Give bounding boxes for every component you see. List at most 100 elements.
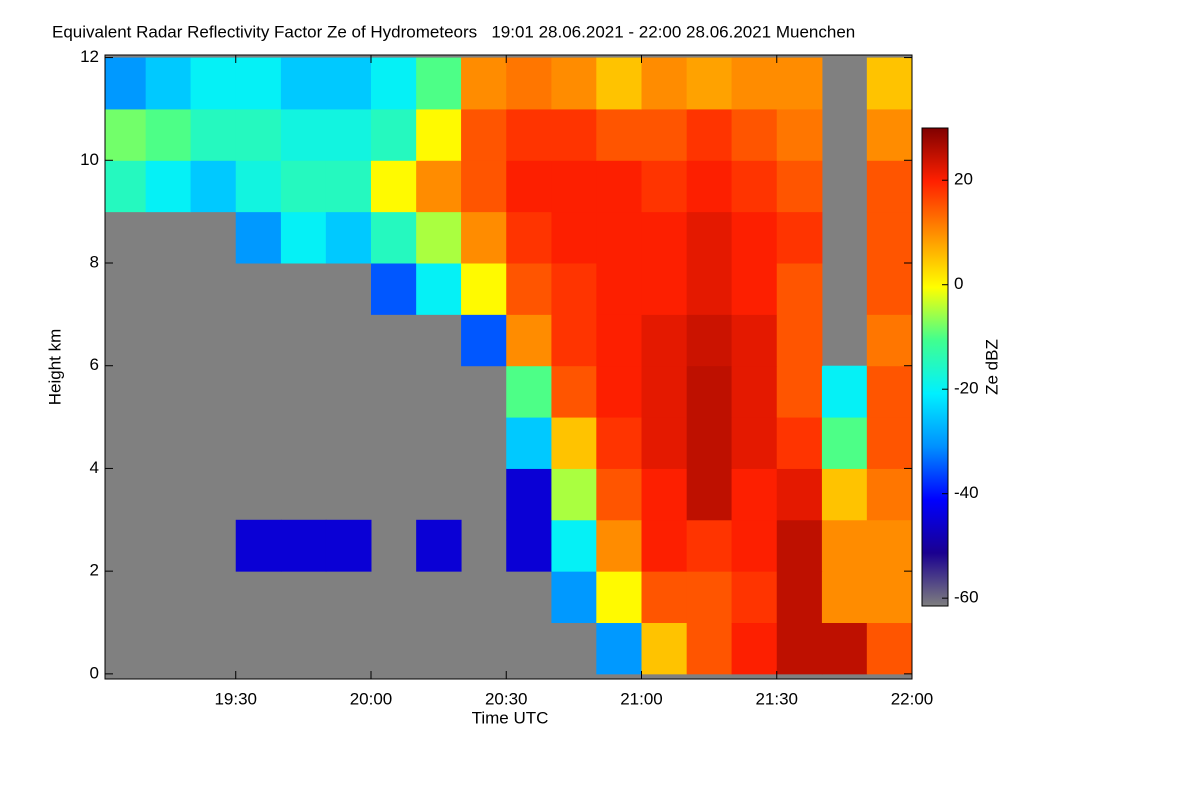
heatmap-cell — [325, 160, 372, 213]
heatmap-cell — [686, 519, 733, 572]
colorbar — [922, 128, 948, 606]
heatmap-cell — [776, 571, 823, 624]
heatmap-cell — [506, 108, 552, 161]
heatmap-cell — [506, 314, 552, 367]
heatmap-cell — [776, 622, 823, 675]
heatmap-cell — [280, 211, 327, 264]
heatmap-cell — [641, 468, 688, 521]
heatmap-cell — [105, 160, 147, 213]
heatmap-cell — [731, 365, 778, 418]
heatmap-cell — [641, 571, 688, 624]
colorbar-tick-label: -40 — [954, 483, 979, 502]
heatmap-cell — [596, 468, 642, 521]
heatmap-cell — [551, 160, 597, 213]
heatmap-cell — [280, 108, 327, 161]
heatmap-cell — [686, 571, 733, 624]
heatmap-cell — [686, 57, 733, 110]
heatmap-cell — [235, 108, 282, 161]
heatmap-cell — [641, 365, 688, 418]
heatmap-cell — [551, 468, 597, 521]
heatmap-cell — [866, 211, 913, 264]
heatmap-cell — [686, 211, 733, 264]
heatmap-cell — [641, 108, 688, 161]
heatmap-cell — [731, 160, 778, 213]
heatmap-cell — [596, 314, 642, 367]
heatmap-cell — [641, 417, 688, 469]
colorbar-tick-label: 0 — [954, 274, 963, 293]
heatmap-cell — [105, 57, 147, 110]
heatmap-cell — [551, 314, 597, 367]
heatmap-cell — [866, 468, 913, 521]
heatmap-cell — [866, 417, 913, 469]
x-tick-label: 20:30 — [485, 689, 528, 708]
heatmap-cell — [641, 314, 688, 367]
colorbar-tick-label: 20 — [954, 170, 973, 189]
heatmap-cell — [686, 108, 733, 161]
heatmap — [105, 57, 913, 675]
heatmap-cell — [461, 57, 507, 110]
heatmap-cell — [866, 314, 913, 367]
heatmap-cell — [866, 519, 913, 572]
x-tick-label: 21:30 — [755, 689, 798, 708]
heatmap-cell — [686, 365, 733, 418]
heatmap-cell — [641, 211, 688, 264]
heatmap-cell — [731, 108, 778, 161]
heatmap-cell — [235, 57, 282, 110]
heatmap-cell — [776, 519, 823, 572]
heatmap-cell — [731, 622, 778, 675]
heatmap-cell — [686, 417, 733, 469]
heatmap-cell — [416, 160, 462, 213]
heatmap-cell — [596, 417, 642, 469]
heatmap-cell — [416, 519, 462, 572]
heatmap-cell — [280, 160, 327, 213]
y-axis-label: Height km — [45, 329, 64, 406]
heatmap-cell — [370, 108, 417, 161]
heatmap-cell — [551, 263, 597, 315]
heatmap-cell — [596, 571, 642, 624]
x-tick-label: 19:30 — [214, 689, 257, 708]
heatmap-cell — [731, 314, 778, 367]
heatmap-cell — [461, 263, 507, 315]
chart-title: Equivalent Radar Reflectivity Factor Ze … — [52, 22, 855, 41]
heatmap-cell — [506, 468, 552, 521]
heatmap-cell — [731, 571, 778, 624]
heatmap-cell — [506, 519, 552, 572]
heatmap-cell — [145, 108, 192, 161]
colorbar-tick-label: -60 — [954, 588, 979, 607]
heatmap-cell — [280, 57, 327, 110]
heatmap-cell — [821, 365, 868, 418]
y-tick-label: 0 — [90, 663, 99, 682]
y-tick-label: 6 — [90, 355, 99, 374]
heatmap-cell — [416, 108, 462, 161]
heatmap-cell — [506, 160, 552, 213]
heatmap-cell — [461, 211, 507, 264]
colorbar-label: Ze dBZ — [982, 339, 1001, 395]
heatmap-cell — [776, 365, 823, 418]
heatmap-cell — [686, 622, 733, 675]
heatmap-cell — [641, 263, 688, 315]
heatmap-cell — [596, 519, 642, 572]
y-tick-label: 4 — [90, 458, 99, 477]
x-tick-label: 20:00 — [350, 689, 393, 708]
heatmap-cell — [461, 108, 507, 161]
heatmap-cell — [866, 160, 913, 213]
y-tick-label: 10 — [80, 150, 99, 169]
heatmap-cell — [731, 468, 778, 521]
heatmap-cell — [280, 519, 327, 572]
heatmap-cell — [325, 57, 372, 110]
x-axis-label: Time UTC — [472, 708, 549, 727]
heatmap-cell — [461, 314, 507, 367]
heatmap-cell — [731, 417, 778, 469]
heatmap-cell — [596, 211, 642, 264]
heatmap-cell — [551, 417, 597, 469]
colorbar-tick-label: -20 — [954, 379, 979, 398]
heatmap-cell — [776, 211, 823, 264]
heatmap-cell — [731, 263, 778, 315]
y-tick-label: 2 — [90, 561, 99, 580]
heatmap-cell — [821, 571, 868, 624]
heatmap-cell — [506, 417, 552, 469]
heatmap-cell — [105, 108, 147, 161]
heatmap-cell — [461, 160, 507, 213]
heatmap-cell — [686, 160, 733, 213]
